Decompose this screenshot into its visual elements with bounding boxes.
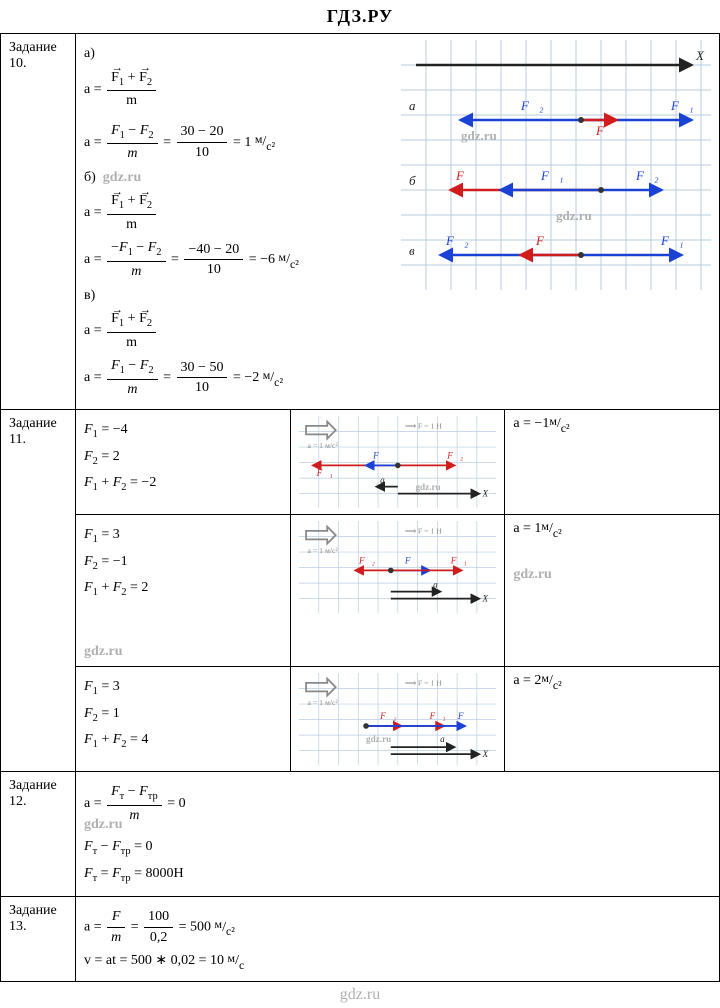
svg-text:F⃗₁: F⃗₁	[660, 233, 684, 248]
watermark: gdz.ru	[84, 817, 123, 832]
a-symbol: a =	[84, 370, 105, 385]
t11-r3-data: F1 = 3 F2 = 1 F1 + F2 = 4	[76, 667, 291, 772]
task-10-label: Задание 10.	[1, 34, 76, 410]
svg-text:gdz.ru: gdz.ru	[415, 482, 440, 492]
svg-text:F⃗: F⃗	[595, 123, 614, 138]
t10-b: б)	[84, 170, 96, 185]
fraction: 30 − 20 10	[177, 122, 228, 162]
svg-text:gdz.ru: gdz.ru	[556, 208, 592, 223]
t11-r1-diagram: ⟹ F = 1 H a = 1 м/с² F⃗₁ F⃗ F⃗₂ a⃗ X gdz…	[290, 410, 505, 515]
svg-text:F⃗: F⃗	[404, 555, 418, 565]
task-12-label: Задание 12.	[1, 772, 76, 897]
fraction: −F1 − F2 m	[107, 238, 165, 281]
svg-text:X: X	[481, 593, 488, 603]
equals: =	[163, 134, 174, 149]
unit: м/с²	[255, 132, 275, 152]
fraction: −40 − 20 10	[184, 240, 243, 280]
svg-text:F⃗: F⃗	[456, 711, 470, 721]
svg-text:a⃗: a⃗	[380, 475, 392, 485]
svg-text:а: а	[409, 98, 416, 113]
svg-text:a⃗: a⃗	[440, 735, 452, 745]
t11-r1-answer: a = −1м/с²	[505, 410, 720, 515]
task-13-label: Задание 13.	[1, 897, 76, 982]
svg-text:X: X	[481, 749, 488, 759]
fraction: F1 − F2 m	[107, 356, 158, 399]
watermark: gdz.ru	[103, 170, 142, 185]
watermark: gdz.ru	[84, 644, 282, 660]
task-10-content: а) a = F1 + F2 m a = F1 − F2 m =	[76, 34, 720, 410]
fraction: F1 − F2 m	[107, 121, 158, 164]
equals: =	[171, 252, 182, 267]
page-header: ГДЗ.РУ	[0, 0, 720, 33]
svg-text:F⃗₂: F⃗₂	[446, 451, 463, 461]
svg-text:б: б	[409, 173, 416, 188]
svg-text:F⃗₁: F⃗₁	[315, 468, 332, 478]
result: = −6	[249, 252, 275, 267]
svg-text:a = 1 м/с²: a = 1 м/с²	[307, 441, 338, 450]
t10-c: в)	[84, 286, 393, 306]
t10-diagram: X а F⃗₂ F⃗₁ F⃗ gdz.ru б F⃗ F⃗₁	[401, 40, 711, 290]
task-12-content: a = Fт − Fтрm = 0 gdz.ru Fт − Fтр = 0 Fт…	[76, 772, 720, 897]
svg-text:⟹ F = 1 H: ⟹ F = 1 H	[405, 679, 442, 688]
t11-r3-answer: a = 2м/с²	[505, 667, 720, 772]
svg-text:a = 1 м/с²: a = 1 м/с²	[307, 546, 338, 555]
svg-text:F⃗₂: F⃗₂	[520, 98, 544, 113]
result: = −2	[233, 370, 259, 385]
result: = 1	[233, 134, 251, 149]
svg-text:X: X	[695, 48, 705, 63]
a-symbol: a =	[84, 205, 105, 220]
page-footer: gdz.ru	[0, 982, 720, 1008]
svg-text:F⃗: F⃗	[535, 233, 554, 248]
a-symbol: a =	[84, 252, 105, 267]
task-13-content: a = Fm = 1000,2 = 500 м/с² v = at = 500 …	[76, 897, 720, 982]
a-symbol: a =	[84, 134, 105, 149]
svg-text:F⃗₂: F⃗₂	[635, 168, 659, 183]
svg-text:⟹ F = 1 H: ⟹ F = 1 H	[405, 422, 442, 431]
t11-r2-diagram: ⟹ F = 1 H a = 1 м/с² F⃗₂ F⃗ F⃗₁ a⃗ X	[290, 515, 505, 667]
svg-text:F⃗₂: F⃗₂	[379, 711, 396, 721]
watermark: gdz.ru	[513, 567, 711, 583]
unit: м/с²	[263, 368, 283, 388]
fraction: 30 − 50 10	[177, 358, 228, 398]
svg-text:F⃗: F⃗	[455, 168, 474, 183]
svg-text:F⃗₁: F⃗₁	[449, 555, 466, 565]
fraction: F1 + F2 m	[107, 191, 156, 234]
svg-text:a = 1 м/с²: a = 1 м/с²	[307, 698, 338, 707]
t10-a: а)	[84, 44, 393, 64]
t11-r2-answer: a = 1м/с² gdz.ru	[505, 515, 720, 667]
unit: м/с²	[279, 250, 299, 270]
t11-r1-data: F1 = −4 F2 = 2 F1 + F2 = −2	[76, 410, 291, 515]
svg-text:F⃗₂: F⃗₂	[445, 233, 469, 248]
svg-text:X: X	[481, 489, 488, 499]
svg-text:F⃗₁: F⃗₁	[540, 168, 564, 183]
solutions-table: Задание 10. а) a = F1 + F2 m a = F1 − F2…	[0, 33, 720, 982]
svg-text:⟹ F = 1 H: ⟹ F = 1 H	[405, 527, 442, 536]
a-symbol: a =	[84, 81, 105, 96]
t11-r3-diagram: ⟹ F = 1 H a = 1 м/с² F⃗₂ F⃗₁ F⃗ a⃗ X gdz…	[290, 667, 505, 772]
t11-r2-data: F1 = 3 F2 = −1 F1 + F2 = 2 gdz.ru	[76, 515, 291, 667]
a-symbol: a =	[84, 323, 105, 338]
fraction: F1 + F2 m	[107, 68, 156, 111]
svg-text:F⃗₁: F⃗₁	[428, 711, 445, 721]
fraction: F1 + F2 m	[107, 309, 156, 352]
svg-text:F⃗: F⃗	[372, 451, 386, 461]
task-11-label: Задание 11.	[1, 410, 76, 772]
svg-text:в: в	[409, 243, 415, 258]
svg-text:F⃗₂: F⃗₂	[358, 555, 375, 565]
svg-text:a⃗: a⃗	[433, 579, 445, 589]
svg-text:gdz.ru: gdz.ru	[366, 735, 391, 745]
svg-text:gdz.ru: gdz.ru	[461, 128, 497, 143]
svg-text:F⃗₁: F⃗₁	[670, 98, 694, 113]
equals: =	[163, 370, 174, 385]
